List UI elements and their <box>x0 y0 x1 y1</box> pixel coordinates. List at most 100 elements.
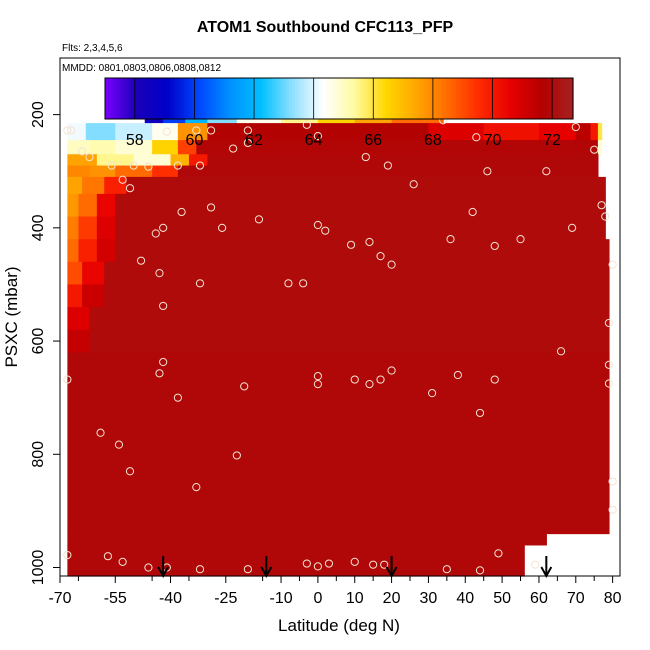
colorbar-swatch <box>374 78 378 119</box>
sample-point <box>571 122 580 132</box>
sample-point <box>229 144 238 153</box>
x-axis-label: Latitude (deg N) <box>278 616 400 635</box>
sample-point <box>195 279 205 288</box>
colorbar-swatch <box>409 78 413 119</box>
sample-point <box>66 126 76 135</box>
heatmap-cell <box>67 123 87 141</box>
colorbar-swatch <box>505 78 510 119</box>
colorbar-swatch <box>137 78 141 119</box>
colorbar-swatch <box>534 78 539 119</box>
heatmap-cell <box>188 154 208 167</box>
colorbar-frame <box>104 77 574 120</box>
colorbar-swatch <box>502 78 507 119</box>
colorbar-swatch <box>365 78 369 119</box>
heatmap-cell <box>126 176 606 195</box>
colorbar-swatch <box>450 78 454 119</box>
colorbar-swatch <box>467 78 472 119</box>
sample-point <box>475 566 485 575</box>
sample-point <box>144 162 153 171</box>
heatmap-cell <box>96 193 116 218</box>
sample-point <box>85 152 94 162</box>
sample-point <box>195 565 205 574</box>
sample-point <box>494 549 503 558</box>
colorbar-swatch <box>453 78 457 119</box>
x-tick-label: 20 <box>383 590 401 607</box>
colorbar-swatch <box>473 78 478 119</box>
sample-point <box>63 375 72 384</box>
x-tick-label: -10 <box>269 590 292 607</box>
colorbar-swatch <box>488 78 492 119</box>
heatmap-cell <box>115 123 153 141</box>
colorbar-swatch <box>198 78 203 119</box>
sample-point <box>125 467 135 476</box>
sample-point <box>114 440 124 449</box>
colorbar-swatch <box>157 78 162 119</box>
colorbar-swatch <box>107 78 112 119</box>
colorbar-swatch <box>485 78 489 119</box>
sample-point <box>380 560 389 569</box>
colorbar-swatch <box>271 78 276 119</box>
colorbar-swatch <box>423 78 428 119</box>
sample-point <box>313 132 322 141</box>
x-axis: -70 -55 -40 -25 -10 0 10 20 30 40 50 60 70 80 <box>48 576 622 607</box>
colorbar-swatch <box>128 78 132 119</box>
sample-point <box>302 120 311 129</box>
colorbar-swatch <box>543 78 548 119</box>
x-tick-label: -70 <box>48 590 71 607</box>
sample-point <box>63 126 72 135</box>
colorbar-swatch <box>151 78 156 119</box>
colorbar-swatch <box>438 78 442 119</box>
sample-point <box>383 161 392 170</box>
sample-point <box>118 175 127 184</box>
colorbar-swatch <box>219 78 223 119</box>
colorbar-swatch <box>105 78 109 119</box>
colorbar-swatch <box>260 78 264 119</box>
sample-point <box>453 370 462 380</box>
sample-point <box>490 375 499 384</box>
colorbar-swatch <box>529 78 533 119</box>
sample-point <box>125 184 135 193</box>
heatmap-cell <box>67 261 83 286</box>
heatmap-cell <box>67 165 91 178</box>
colorbar-swatch <box>412 78 416 119</box>
colorbar-swatch <box>347 78 352 119</box>
colorbar-swatch <box>552 78 557 119</box>
colorbar-swatch <box>110 78 115 119</box>
colorbar-swatch <box>514 78 519 119</box>
colorbar-swatch <box>397 78 402 119</box>
heatmap-cell <box>96 216 116 240</box>
x-tick-label: 50 <box>493 590 511 607</box>
sample-point <box>206 203 216 212</box>
heatmap-field <box>67 97 610 577</box>
sample-point <box>387 260 396 269</box>
colorbar-swatch <box>517 78 521 119</box>
heatmap-cell <box>170 154 190 167</box>
colorbar-tick-label: 70 <box>484 132 502 149</box>
colorbar-swatch <box>341 78 346 119</box>
sample-point <box>516 235 525 244</box>
y-tick-label: 800 <box>30 441 47 468</box>
x-tick-label: 80 <box>604 590 622 607</box>
colorbar-swatch <box>532 78 536 119</box>
colorbar-swatch <box>526 78 530 119</box>
sample-point <box>129 161 138 170</box>
sample-point <box>313 372 322 381</box>
sample-point <box>468 207 477 217</box>
heatmap-cell <box>89 165 116 178</box>
colorbar-swatch <box>499 78 504 119</box>
sample-point <box>63 550 72 560</box>
sample-point <box>240 382 249 391</box>
dates-label: MMDD: 0801,0803,0806,0808,0812 <box>62 63 221 74</box>
flights-label: Flts: 2,3,4,5,6 <box>62 43 123 54</box>
y-axis: 200 400 600 800 1000 <box>30 101 60 585</box>
heatmap-cell <box>89 140 116 155</box>
colorbar-swatch <box>189 78 194 119</box>
sample-point <box>218 223 227 232</box>
x-tick-label: 10 <box>346 590 364 607</box>
colorbar-swatch <box>289 78 293 119</box>
sample-point <box>483 167 492 176</box>
colorbar-swatch <box>470 78 475 119</box>
sample-point <box>346 240 356 249</box>
colorbar-swatch <box>254 78 258 119</box>
sample-point <box>556 347 566 356</box>
